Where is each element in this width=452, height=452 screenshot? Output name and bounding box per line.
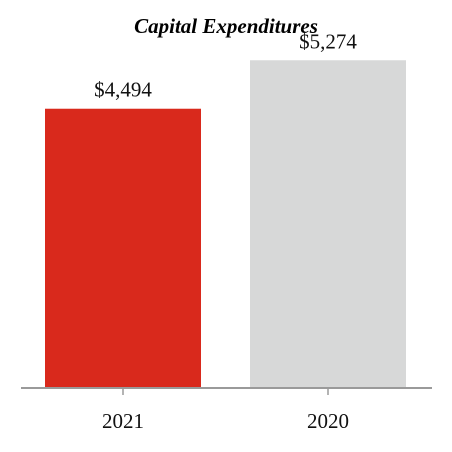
bar-2021 (45, 108, 201, 388)
value-label-2021: $4,494 (94, 78, 152, 102)
x-tick-label-2020: 2020 (307, 409, 349, 433)
x-tick-label-2021: 2021 (102, 409, 144, 433)
bar-2020 (250, 60, 406, 388)
value-label-2020: $5,274 (299, 29, 357, 53)
chart-title: Capital Expenditures (134, 14, 318, 38)
